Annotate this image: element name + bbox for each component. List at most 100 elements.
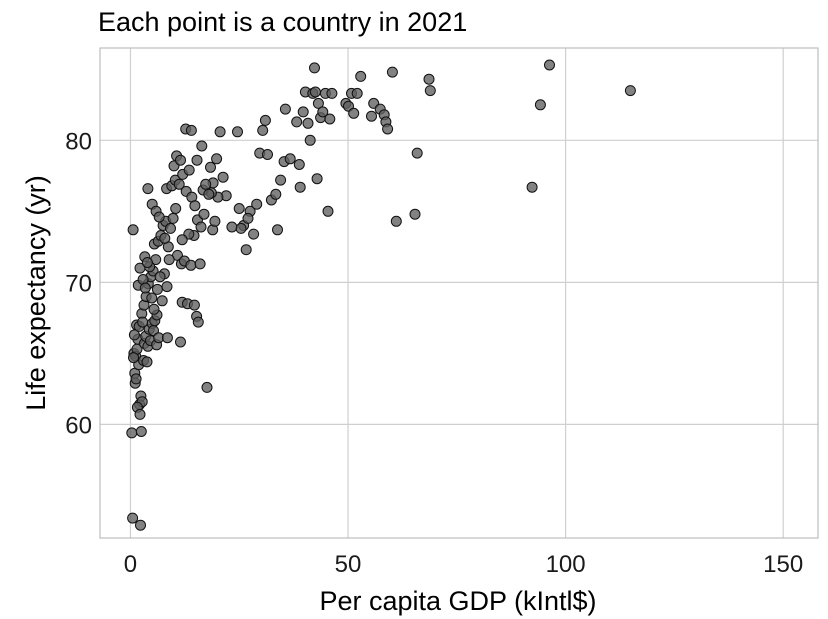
data-point xyxy=(257,124,269,136)
data-point xyxy=(135,426,147,437)
data-point xyxy=(293,159,305,170)
x-axis-title: Per capita GDP (kIntl$) xyxy=(319,586,596,616)
data-point xyxy=(201,381,213,393)
data-point xyxy=(183,164,195,176)
data-point xyxy=(297,106,309,118)
x-tick-label: 150 xyxy=(763,551,803,578)
data-point xyxy=(156,295,168,307)
data-point xyxy=(203,188,215,200)
data-point xyxy=(130,373,142,385)
data-point xyxy=(209,215,221,227)
data-point xyxy=(411,147,423,159)
y-tick-label: 70 xyxy=(65,270,92,297)
data-point xyxy=(154,271,166,283)
data-point xyxy=(198,208,210,220)
data-point xyxy=(390,215,402,227)
data-point xyxy=(135,519,146,531)
data-point xyxy=(242,212,254,224)
data-point xyxy=(312,97,324,109)
data-point xyxy=(217,171,229,183)
data-point xyxy=(326,87,338,99)
data-point xyxy=(126,427,138,439)
data-point xyxy=(270,188,282,200)
data-point xyxy=(151,283,163,295)
data-point xyxy=(148,303,160,315)
data-point xyxy=(127,512,139,524)
data-point xyxy=(382,123,394,135)
data-point xyxy=(294,181,306,193)
data-point xyxy=(159,232,171,244)
data-point xyxy=(309,62,320,74)
data-point xyxy=(137,316,149,328)
data-point xyxy=(205,161,216,173)
data-point xyxy=(196,140,208,152)
data-point xyxy=(128,352,139,364)
data-point xyxy=(284,153,296,165)
data-point xyxy=(127,224,139,236)
data-point xyxy=(259,114,271,126)
data-point xyxy=(170,203,182,214)
gridlines xyxy=(100,48,818,538)
y-tick-labels: 60 70 80 xyxy=(65,128,92,439)
data-point xyxy=(161,281,173,293)
data-point xyxy=(302,117,314,129)
data-point xyxy=(226,221,238,233)
data-point xyxy=(348,107,360,119)
x-tick-label: 0 xyxy=(124,551,137,578)
data-point xyxy=(526,181,538,193)
data-point xyxy=(534,99,546,111)
data-point xyxy=(167,212,179,224)
data-point xyxy=(192,316,204,328)
data-point xyxy=(188,299,200,311)
data-point xyxy=(275,174,287,186)
data-point xyxy=(386,66,398,78)
data-point xyxy=(311,173,323,185)
data-point xyxy=(322,205,334,217)
data-point xyxy=(141,257,153,268)
data-point xyxy=(134,408,146,420)
data-point xyxy=(251,198,263,210)
data-point xyxy=(175,154,186,166)
y-axis-title: Life expectancy (yr) xyxy=(21,175,51,411)
data-point xyxy=(233,203,245,214)
data-point xyxy=(191,154,203,166)
plot-frame xyxy=(99,47,819,539)
data-point xyxy=(214,126,226,138)
data-point xyxy=(262,149,273,160)
data-point xyxy=(195,221,207,233)
data-point xyxy=(185,259,197,271)
data-point xyxy=(317,106,329,118)
data-point xyxy=(366,110,377,122)
data-point xyxy=(175,336,186,348)
data-point xyxy=(194,258,206,270)
y-tick-label: 80 xyxy=(65,128,92,155)
data-point xyxy=(309,86,321,98)
data-point xyxy=(291,116,303,128)
data-point xyxy=(134,262,146,274)
data-point xyxy=(624,85,636,97)
data-point xyxy=(272,224,283,236)
data-point xyxy=(165,222,176,234)
data-point xyxy=(141,356,153,368)
data-point xyxy=(200,178,212,190)
data-point xyxy=(424,85,436,97)
data-point xyxy=(189,200,201,212)
data-point xyxy=(355,70,367,82)
data-point xyxy=(235,222,247,234)
data-point xyxy=(351,87,363,99)
data-point xyxy=(232,126,243,138)
plot-area xyxy=(100,48,818,538)
data-point xyxy=(139,282,151,294)
chart-title: Each point is a country in 2021 xyxy=(98,7,468,37)
data-point xyxy=(173,178,185,190)
y-tick-label: 60 xyxy=(65,412,92,439)
x-tick-labels: 0 50 100 150 xyxy=(124,551,803,578)
data-point xyxy=(161,332,173,344)
data-point xyxy=(324,113,336,125)
data-point xyxy=(240,244,252,256)
data-points xyxy=(126,59,636,531)
data-point xyxy=(163,254,175,266)
data-point xyxy=(279,103,291,115)
x-tick-label: 50 xyxy=(335,551,362,578)
